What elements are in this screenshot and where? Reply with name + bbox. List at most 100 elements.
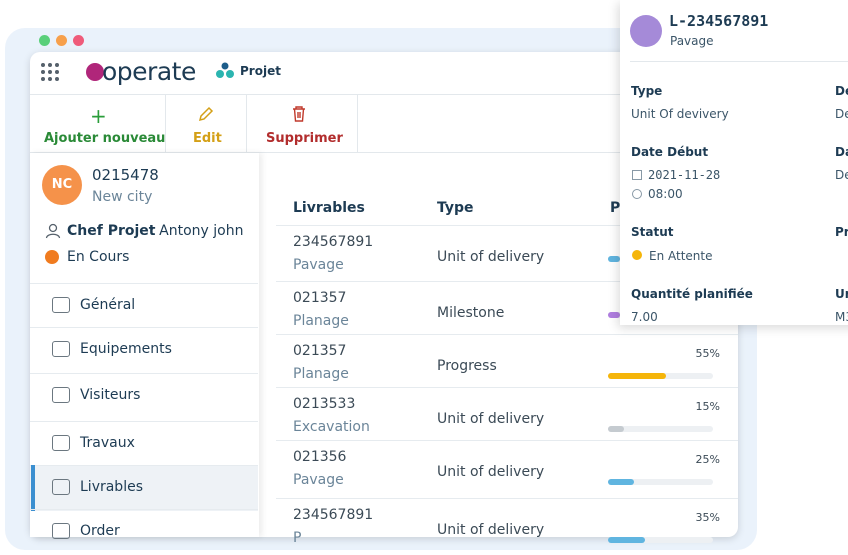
table-row: [276, 440, 738, 498]
calendar-icon: [632, 170, 642, 180]
clipped-field: Da: [835, 145, 848, 159]
table-row: [276, 281, 738, 334]
value: 2021-11-28: [648, 168, 721, 182]
header: P: [610, 200, 621, 216]
menu-icon: [52, 523, 70, 539]
dot: [73, 35, 84, 46]
divider: [357, 95, 358, 152]
menu-icon: [52, 435, 70, 451]
logo-mark: [86, 63, 104, 81]
divider: [30, 152, 738, 153]
clipped-field: De: [835, 168, 848, 182]
dot: [56, 35, 67, 46]
menu-item[interactable]: Order: [30, 509, 258, 537]
user-icon: [45, 223, 61, 239]
progress-bar: [608, 537, 645, 543]
cell-code: 021357: [293, 343, 347, 359]
cell-sub: Planage: [293, 313, 349, 329]
clock-icon: [632, 189, 642, 199]
cell-type: Progress: [437, 358, 497, 374]
progress-label: 25%: [695, 453, 720, 466]
active-indicator: [31, 465, 35, 511]
label: Quantité planifiée: [631, 287, 753, 301]
progress-label: 35%: [695, 511, 720, 524]
edit-icon: [198, 106, 214, 122]
detail-icon: [630, 15, 662, 47]
menu-item[interactable]: Livrables: [30, 465, 258, 511]
divider: [630, 61, 848, 62]
progress-track: [608, 479, 713, 485]
table-row: [276, 225, 738, 281]
menu-icon: [52, 297, 70, 313]
cell-type: Unit of delivery: [437, 464, 545, 480]
progress-bar: [608, 479, 635, 485]
progress-bar: [608, 256, 620, 262]
status: En Cours: [67, 249, 130, 265]
clipped-field: De: [835, 107, 848, 121]
clipped-field: De: [835, 84, 848, 98]
cell-code: 234567891: [293, 507, 374, 523]
value: 7.00: [631, 310, 658, 324]
header: Type: [437, 200, 474, 216]
cell-code: 0213533: [293, 396, 356, 412]
progress-label: 55%: [695, 347, 720, 360]
logo: operate: [102, 57, 196, 86]
cell-type: Unit of delivery: [437, 249, 545, 265]
progress-label: 15%: [695, 400, 720, 413]
cell-type: Milestone: [437, 305, 505, 321]
header: Livrables: [293, 200, 365, 216]
cell-sub: Pavage: [293, 472, 344, 488]
delete-icon: [293, 106, 305, 122]
value: Unit Of devivery: [631, 107, 729, 121]
value: En Attente: [649, 249, 713, 263]
chef-name: : Antony john: [150, 223, 244, 239]
detail-subtitle: Pavage: [670, 34, 714, 48]
label: Type: [631, 84, 663, 98]
menu-item[interactable]: Travaux: [30, 421, 258, 467]
label: Date Début: [631, 145, 709, 159]
value: 08:00: [648, 187, 683, 201]
cell-type: Unit of delivery: [437, 411, 545, 427]
cell-code: 234567891: [293, 234, 374, 250]
cell-sub: P: [293, 530, 302, 546]
cell-sub: Planage: [293, 366, 349, 382]
divider: [165, 95, 166, 152]
clipped-field: M3: [835, 310, 848, 324]
menu-item[interactable]: Visiteurs: [30, 373, 258, 419]
chef-label: Chef Projet: [67, 223, 156, 239]
status-dot: [632, 250, 642, 260]
cell-sub: Pavage: [293, 257, 344, 273]
menu-icon: [52, 341, 70, 357]
table-row: [276, 387, 738, 440]
projet-icon: [216, 62, 234, 78]
cell-type: Unit of delivery: [437, 522, 545, 538]
detail-title: L-234567891: [669, 12, 769, 30]
divider: [246, 95, 247, 152]
delete-button[interactable]: Supprimer: [266, 131, 343, 146]
menu-item[interactable]: Equipements: [30, 327, 258, 373]
cell-code: 021356: [293, 449, 347, 465]
cell-sub: Excavation: [293, 419, 370, 435]
avatar: NC: [42, 165, 82, 205]
progress-bar: [608, 312, 620, 318]
menu-icon: [52, 479, 70, 495]
edit-button[interactable]: Edit: [193, 131, 222, 146]
add-icon: +: [90, 104, 107, 128]
progress-bar: [608, 373, 666, 379]
cell-code: 021357: [293, 290, 347, 306]
project-city: New city: [92, 189, 153, 205]
table-row: [276, 498, 738, 537]
status-icon: [45, 250, 59, 264]
dot: [39, 35, 50, 46]
menu-item[interactable]: Général: [30, 283, 258, 329]
progress-bar: [608, 426, 624, 432]
clipped-field: Ur: [835, 287, 848, 301]
table-row: [276, 334, 738, 387]
detail-panel: L-234567891 Pavage Type Unit Of devivery…: [620, 0, 848, 325]
apps-icon[interactable]: [40, 62, 60, 82]
add-button[interactable]: Ajouter nouveau: [44, 131, 166, 146]
divider: [30, 94, 738, 95]
progress-track: [608, 537, 713, 543]
module[interactable]: Projet: [240, 64, 281, 78]
